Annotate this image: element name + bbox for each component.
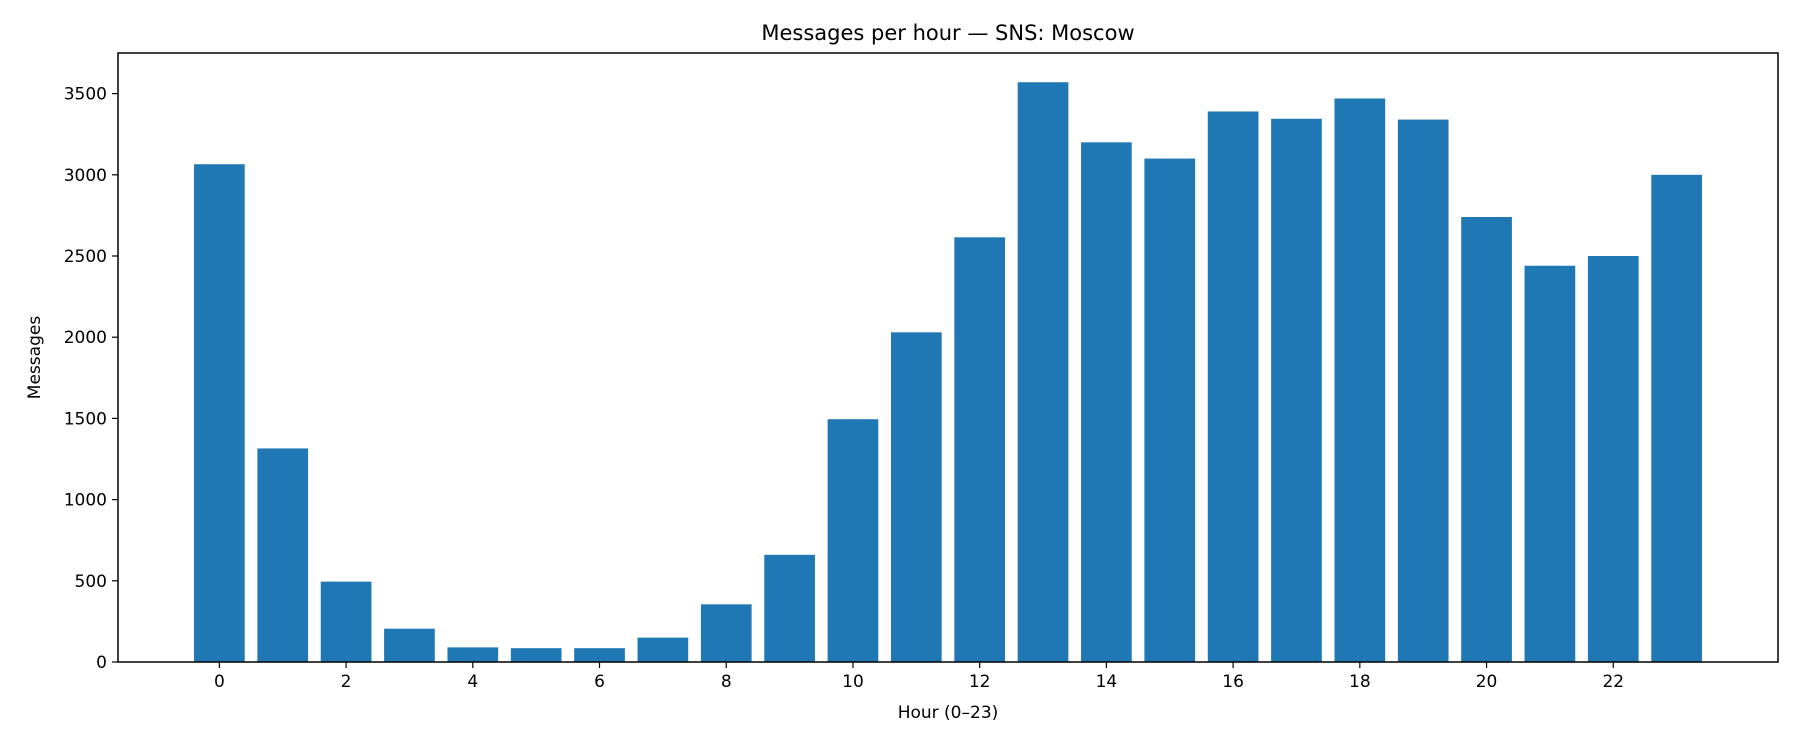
bar-hour-19 bbox=[1397, 119, 1449, 663]
x-tick-label: 0 bbox=[214, 672, 225, 692]
bar-hour-12 bbox=[954, 237, 1006, 662]
bar-hour-11 bbox=[890, 332, 942, 662]
plot-frame bbox=[117, 52, 1779, 663]
x-axis-ticks: 0 2 4 6 8 10 12 14 16 18 20 22 bbox=[214, 662, 1624, 692]
bar-hour-21 bbox=[1524, 265, 1576, 662]
bar-hour-5 bbox=[510, 648, 562, 662]
bar-hour-22 bbox=[1587, 256, 1639, 662]
bar-hour-18 bbox=[1334, 98, 1386, 663]
x-tick-label: 10 bbox=[842, 672, 864, 692]
y-tick-label: 0 bbox=[96, 653, 107, 673]
y-tick-label: 2500 bbox=[64, 247, 107, 267]
y-axis-label: Messages bbox=[25, 316, 45, 400]
x-tick-label: 18 bbox=[1349, 672, 1371, 692]
y-tick-label: 1000 bbox=[64, 491, 107, 511]
x-tick-label: 4 bbox=[467, 672, 478, 692]
x-tick-label: 16 bbox=[1222, 672, 1244, 692]
bar-hour-4 bbox=[447, 647, 499, 662]
bars-group bbox=[194, 82, 1702, 663]
bar-hour-0 bbox=[194, 164, 245, 662]
y-tick-label: 1500 bbox=[64, 409, 107, 429]
x-tick-label: 22 bbox=[1602, 672, 1624, 692]
bar-hour-3 bbox=[384, 628, 435, 662]
bar-hour-7 bbox=[637, 637, 689, 662]
y-tick-label: 3000 bbox=[64, 166, 107, 186]
y-axis-ticks: 0 500 1000 1500 2000 2500 3000 3500 bbox=[64, 85, 118, 673]
bar-hour-8 bbox=[700, 604, 752, 662]
bar-hour-10 bbox=[827, 419, 879, 662]
x-axis-label: Hour (0–23) bbox=[898, 703, 999, 723]
bar-hour-20 bbox=[1461, 217, 1512, 663]
y-tick-label: 3500 bbox=[64, 85, 107, 105]
x-tick-label: 20 bbox=[1476, 672, 1498, 692]
x-tick-label: 2 bbox=[341, 672, 352, 692]
bar-hour-15 bbox=[1144, 158, 1196, 662]
bar-hour-17 bbox=[1271, 118, 1322, 663]
x-tick-label: 8 bbox=[721, 672, 732, 692]
bar-hour-1 bbox=[257, 448, 309, 662]
bar-hour-16 bbox=[1207, 111, 1259, 663]
x-tick-label: 6 bbox=[594, 672, 605, 692]
bar-hour-13 bbox=[1017, 82, 1069, 663]
bar-hour-14 bbox=[1081, 142, 1132, 662]
y-tick-label: 2000 bbox=[64, 328, 107, 348]
bar-hour-9 bbox=[764, 554, 815, 662]
x-tick-label: 14 bbox=[1096, 672, 1118, 692]
bar-hour-6 bbox=[574, 648, 625, 662]
y-tick-label: 500 bbox=[75, 572, 107, 592]
chart-title: Messages per hour — SNS: Moscow bbox=[761, 21, 1134, 45]
x-tick-label: 12 bbox=[969, 672, 991, 692]
bar-hour-2 bbox=[320, 581, 372, 662]
bar-hour-23 bbox=[1651, 174, 1702, 663]
